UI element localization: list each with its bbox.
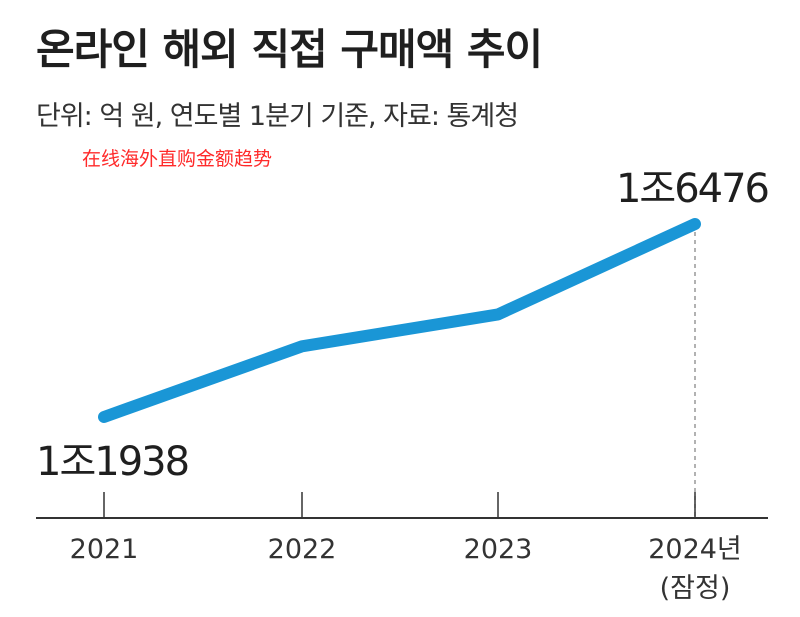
chart-subtitle: 단위: 억 원, 연도별 1분기 기준, 자료: 통계청 <box>36 101 519 132</box>
data-label: 1조6476 <box>616 166 768 212</box>
series-line <box>98 218 701 423</box>
x-tick-label: 2021 <box>70 534 139 565</box>
data-label: 1조1938 <box>36 439 188 485</box>
chart-annotation: 在线海外直购金额趋势 <box>82 148 273 170</box>
chart-title: 온라인 해외 직접 구매액 추이 <box>36 25 543 74</box>
x-tick-sublabel: (잠정) <box>660 573 731 604</box>
x-tick-label: 2023 <box>464 534 533 565</box>
x-tick-label: 2022 <box>268 534 337 565</box>
x-tick-label: 2024년 <box>648 534 742 565</box>
